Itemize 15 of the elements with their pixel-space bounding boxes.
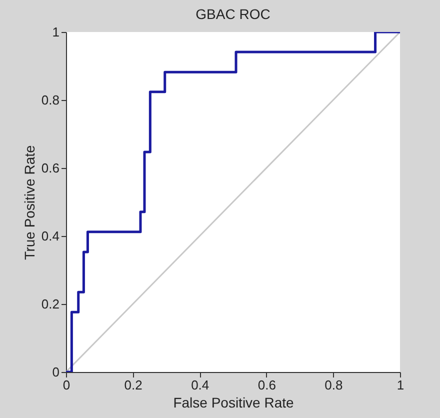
x-tick-label: 1 (396, 378, 404, 392)
y-tick-label: 0.2 (41, 296, 60, 312)
x-tick-label: 0.8 (324, 378, 343, 392)
x-tick-label: 0.6 (258, 378, 276, 392)
x-axis-title: False Positive Rate (173, 394, 294, 410)
y-tick-label: 1 (52, 24, 60, 40)
y-tick-label: 0.6 (41, 160, 60, 176)
y-axis-title: True Positive Rate (21, 144, 38, 260)
x-tick-label: 0.4 (191, 378, 210, 392)
chart-title: GBAC ROC (196, 6, 270, 22)
y-tick-label: 0.4 (41, 228, 60, 244)
x-tick-label: 0 (62, 378, 70, 392)
x-tick-label: 0.2 (124, 378, 142, 392)
y-tick-label: 0 (52, 364, 60, 380)
y-tick-label: 0.8 (41, 92, 60, 108)
